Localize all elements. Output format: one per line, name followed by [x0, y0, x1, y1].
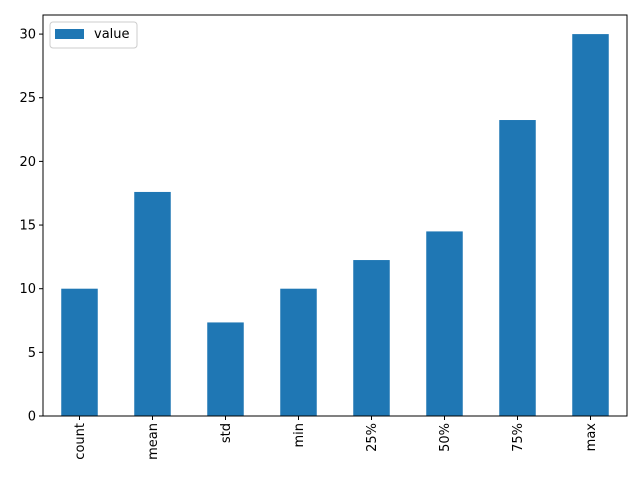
- bar-25pct: [353, 260, 390, 416]
- y-tick-label: 15: [19, 219, 36, 234]
- x-tick-label: count: [73, 423, 88, 460]
- x-tick-label: min: [292, 423, 307, 448]
- legend-box: [49, 21, 138, 49]
- y-tick-label: 30: [19, 28, 36, 43]
- x-tick-label: 50%: [438, 423, 453, 452]
- bar-mean: [134, 191, 171, 416]
- y-tick-label: 25: [19, 91, 36, 106]
- x-tick-label: 75%: [511, 423, 526, 452]
- plot-frame: [42, 14, 628, 417]
- x-tick-label: std: [219, 423, 234, 443]
- bar-min: [280, 288, 317, 416]
- bar-max: [572, 34, 609, 416]
- bars-group: [61, 34, 609, 417]
- legend-label: value: [94, 27, 130, 42]
- y-tick-label: 10: [19, 282, 36, 297]
- x-tick-label: max: [584, 423, 599, 452]
- y-tick-label: 0: [28, 410, 36, 425]
- y-axis: 0 5 10 15 20 25 30: [19, 28, 43, 425]
- bar-std: [207, 322, 244, 416]
- legend-swatch: [55, 29, 84, 39]
- y-tick-label: 5: [28, 346, 36, 361]
- x-tick-label: 25%: [365, 423, 380, 452]
- x-axis: count mean std min 25% 50% 75% max: [73, 416, 599, 460]
- x-tick-label: mean: [146, 423, 161, 460]
- bar-50pct: [426, 231, 463, 416]
- legend: value: [49, 21, 138, 49]
- bar-count: [61, 288, 98, 416]
- y-tick-label: 20: [19, 155, 36, 170]
- bar-75pct: [499, 120, 536, 417]
